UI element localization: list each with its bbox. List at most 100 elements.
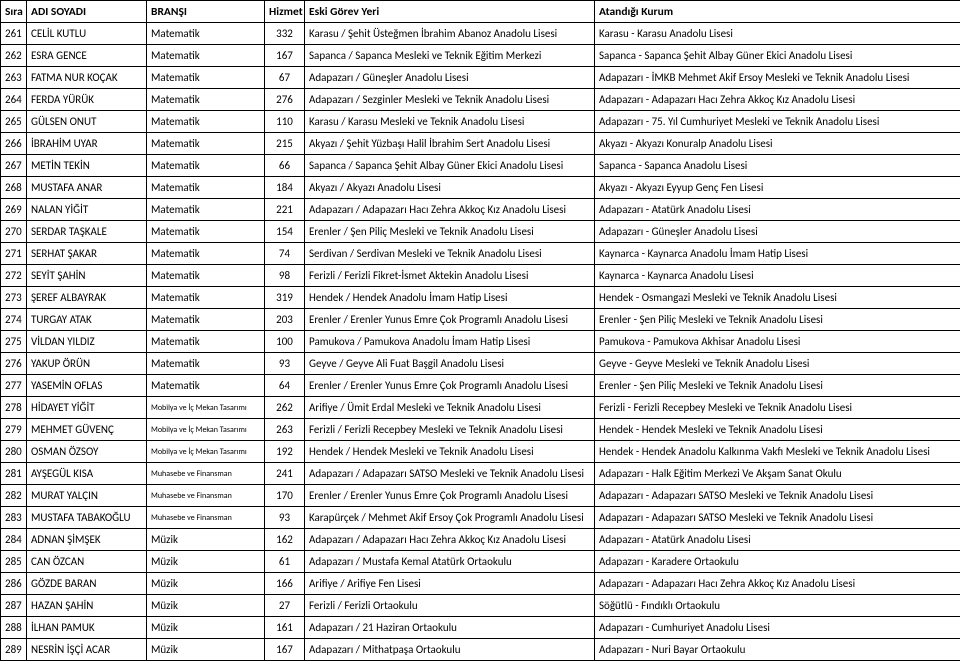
assignment-table: Sıra ADI SOYADI BRANŞI Hizmet Puanı Eski…: [0, 0, 960, 661]
cell-kurum: Karasu - Karasu Anadolu Lisesi: [595, 23, 960, 45]
cell-sira: 273: [1, 287, 27, 309]
cell-kurum: Pamukova - Pamukova Akhisar Anadolu Lise…: [595, 331, 960, 353]
cell-puan: 167: [265, 45, 305, 67]
header-adi: ADI SOYADI: [27, 1, 147, 23]
cell-adi: SERDAR TAŞKALE: [27, 221, 147, 243]
cell-kurum: Adapazarı - Adapazarı SATSO Mesleki ve T…: [595, 485, 960, 507]
cell-kurum: Adapazarı - İMKB Mehmet Akif Ersoy Mesle…: [595, 67, 960, 89]
table-row: 263FATMA NUR KOÇAKMatematik67Adapazarı /…: [1, 67, 960, 89]
cell-brans: Matematik: [147, 331, 265, 353]
cell-brans: Matematik: [147, 89, 265, 111]
cell-brans: Matematik: [147, 265, 265, 287]
cell-adi: FATMA NUR KOÇAK: [27, 67, 147, 89]
cell-kurum: Geyve - Geyve Mesleki ve Teknik Anadolu …: [595, 353, 960, 375]
cell-eski: Pamukova / Pamukova Anadolu İmam Hatip L…: [305, 331, 595, 353]
cell-adi: ADNAN ŞİMŞEK: [27, 529, 147, 551]
cell-eski: Karasu / Karasu Mesleki ve Teknik Anadol…: [305, 111, 595, 133]
cell-kurum: Hendek - Osmangazi Mesleki ve Teknik Ana…: [595, 287, 960, 309]
cell-puan: 262: [265, 397, 305, 419]
cell-puan: 162: [265, 529, 305, 551]
cell-adi: GÜLSEN ONUT: [27, 111, 147, 133]
cell-brans: Müzik: [147, 551, 265, 573]
cell-puan: 67: [265, 67, 305, 89]
cell-sira: 269: [1, 199, 27, 221]
cell-sira: 277: [1, 375, 27, 397]
cell-sira: 266: [1, 133, 27, 155]
cell-sira: 287: [1, 595, 27, 617]
cell-brans: Müzik: [147, 573, 265, 595]
cell-brans: Müzik: [147, 529, 265, 551]
cell-puan: 66: [265, 155, 305, 177]
cell-sira: 268: [1, 177, 27, 199]
cell-puan: 93: [265, 353, 305, 375]
cell-adi: VİLDAN YILDIZ: [27, 331, 147, 353]
cell-adi: YASEMİN OFLAS: [27, 375, 147, 397]
cell-sira: 284: [1, 529, 27, 551]
cell-sira: 274: [1, 309, 27, 331]
table-row: 282MURAT YALÇINMuhasebe ve Finansman170E…: [1, 485, 960, 507]
table-row: 269NALAN YİĞİTMatematik221Adapazarı / Ad…: [1, 199, 960, 221]
cell-adi: FERDA YÜRÜK: [27, 89, 147, 111]
cell-brans: Matematik: [147, 309, 265, 331]
table-row: 286GÖZDE BARANMüzik166Arifiye / Arifiye …: [1, 573, 960, 595]
cell-brans: Müzik: [147, 639, 265, 661]
cell-brans: Muhasebe ve Finansman: [147, 485, 265, 507]
cell-eski: Arifiye / Ümit Erdal Mesleki ve Teknik A…: [305, 397, 595, 419]
header-puan: Hizmet Puanı: [265, 1, 305, 23]
cell-adi: MUSTAFA ANAR: [27, 177, 147, 199]
cell-adi: İLHAN PAMUK: [27, 617, 147, 639]
cell-adi: YAKUP ÖRÜN: [27, 353, 147, 375]
cell-eski: Hendek / Hendek Mesleki ve Teknik Anadol…: [305, 441, 595, 463]
cell-adi: AYŞEGÜL KISA: [27, 463, 147, 485]
cell-puan: 166: [265, 573, 305, 595]
cell-sira: 272: [1, 265, 27, 287]
cell-brans: Matematik: [147, 199, 265, 221]
cell-adi: SEYİT ŞAHİN: [27, 265, 147, 287]
cell-kurum: Adapazarı - Adapazarı Hacı Zehra Akkoç K…: [595, 573, 960, 595]
cell-eski: Akyazı / Şehit Yüzbaşı Halil İbrahim Ser…: [305, 133, 595, 155]
header-row: Sıra ADI SOYADI BRANŞI Hizmet Puanı Eski…: [1, 1, 960, 23]
table-row: 271SERHAT ŞAKARMatematik74Serdivan / Ser…: [1, 243, 960, 265]
table-container: Sıra ADI SOYADI BRANŞI Hizmet Puanı Eski…: [0, 0, 960, 661]
cell-sira: 279: [1, 419, 27, 441]
cell-puan: 332: [265, 23, 305, 45]
table-head: Sıra ADI SOYADI BRANŞI Hizmet Puanı Eski…: [1, 1, 960, 23]
table-row: 273ŞEREF ALBAYRAKMatematik319Hendek / He…: [1, 287, 960, 309]
cell-adi: NALAN YİĞİT: [27, 199, 147, 221]
cell-adi: İBRAHİM UYAR: [27, 133, 147, 155]
cell-kurum: Erenler - Şen Piliç Mesleki ve Teknik An…: [595, 309, 960, 331]
cell-eski: Akyazı / Akyazı Anadolu Lisesi: [305, 177, 595, 199]
cell-kurum: Adapazarı - 75. Yıl Cumhuriyet Mesleki v…: [595, 111, 960, 133]
cell-brans: Matematik: [147, 45, 265, 67]
cell-brans: Müzik: [147, 595, 265, 617]
cell-adi: CELİL KUTLU: [27, 23, 147, 45]
table-row: 270SERDAR TAŞKALEMatematik154Erenler / Ş…: [1, 221, 960, 243]
cell-sira: 283: [1, 507, 27, 529]
cell-adi: MEHMET GÜVENÇ: [27, 419, 147, 441]
cell-brans: Matematik: [147, 67, 265, 89]
cell-kurum: Sapanca - Sapanca Anadolu Lisesi: [595, 155, 960, 177]
cell-puan: 93: [265, 507, 305, 529]
cell-sira: 264: [1, 89, 27, 111]
cell-puan: 241: [265, 463, 305, 485]
cell-brans: Matematik: [147, 23, 265, 45]
cell-puan: 100: [265, 331, 305, 353]
cell-eski: Erenler / Erenler Yunus Emre Çok Program…: [305, 485, 595, 507]
cell-kurum: Hendek - Hendek Mesleki ve Teknik Anadol…: [595, 419, 960, 441]
cell-eski: Adapazarı / Sezginler Mesleki ve Teknik …: [305, 89, 595, 111]
table-row: 275VİLDAN YILDIZMatematik100Pamukova / P…: [1, 331, 960, 353]
header-sira: Sıra: [1, 1, 27, 23]
cell-eski: Sapanca / Sapanca Şehit Albay Güner Ekic…: [305, 155, 595, 177]
cell-adi: METİN TEKİN: [27, 155, 147, 177]
table-row: 287HAZAN ŞAHİNMüzik27Ferizli / Ferizli O…: [1, 595, 960, 617]
cell-brans: Matematik: [147, 111, 265, 133]
cell-sira: 262: [1, 45, 27, 67]
table-row: 262ESRA GENCEMatematik167Sapanca / Sapan…: [1, 45, 960, 67]
cell-kurum: Kaynarca - Kaynarca Anadolu İmam Hatip L…: [595, 243, 960, 265]
cell-eski: Adapazarı / Mithatpaşa Ortaokulu: [305, 639, 595, 661]
cell-sira: 278: [1, 397, 27, 419]
cell-eski: Karasu / Şehit Üsteğmen İbrahim Abanoz A…: [305, 23, 595, 45]
cell-sira: 285: [1, 551, 27, 573]
cell-puan: 154: [265, 221, 305, 243]
cell-sira: 286: [1, 573, 27, 595]
